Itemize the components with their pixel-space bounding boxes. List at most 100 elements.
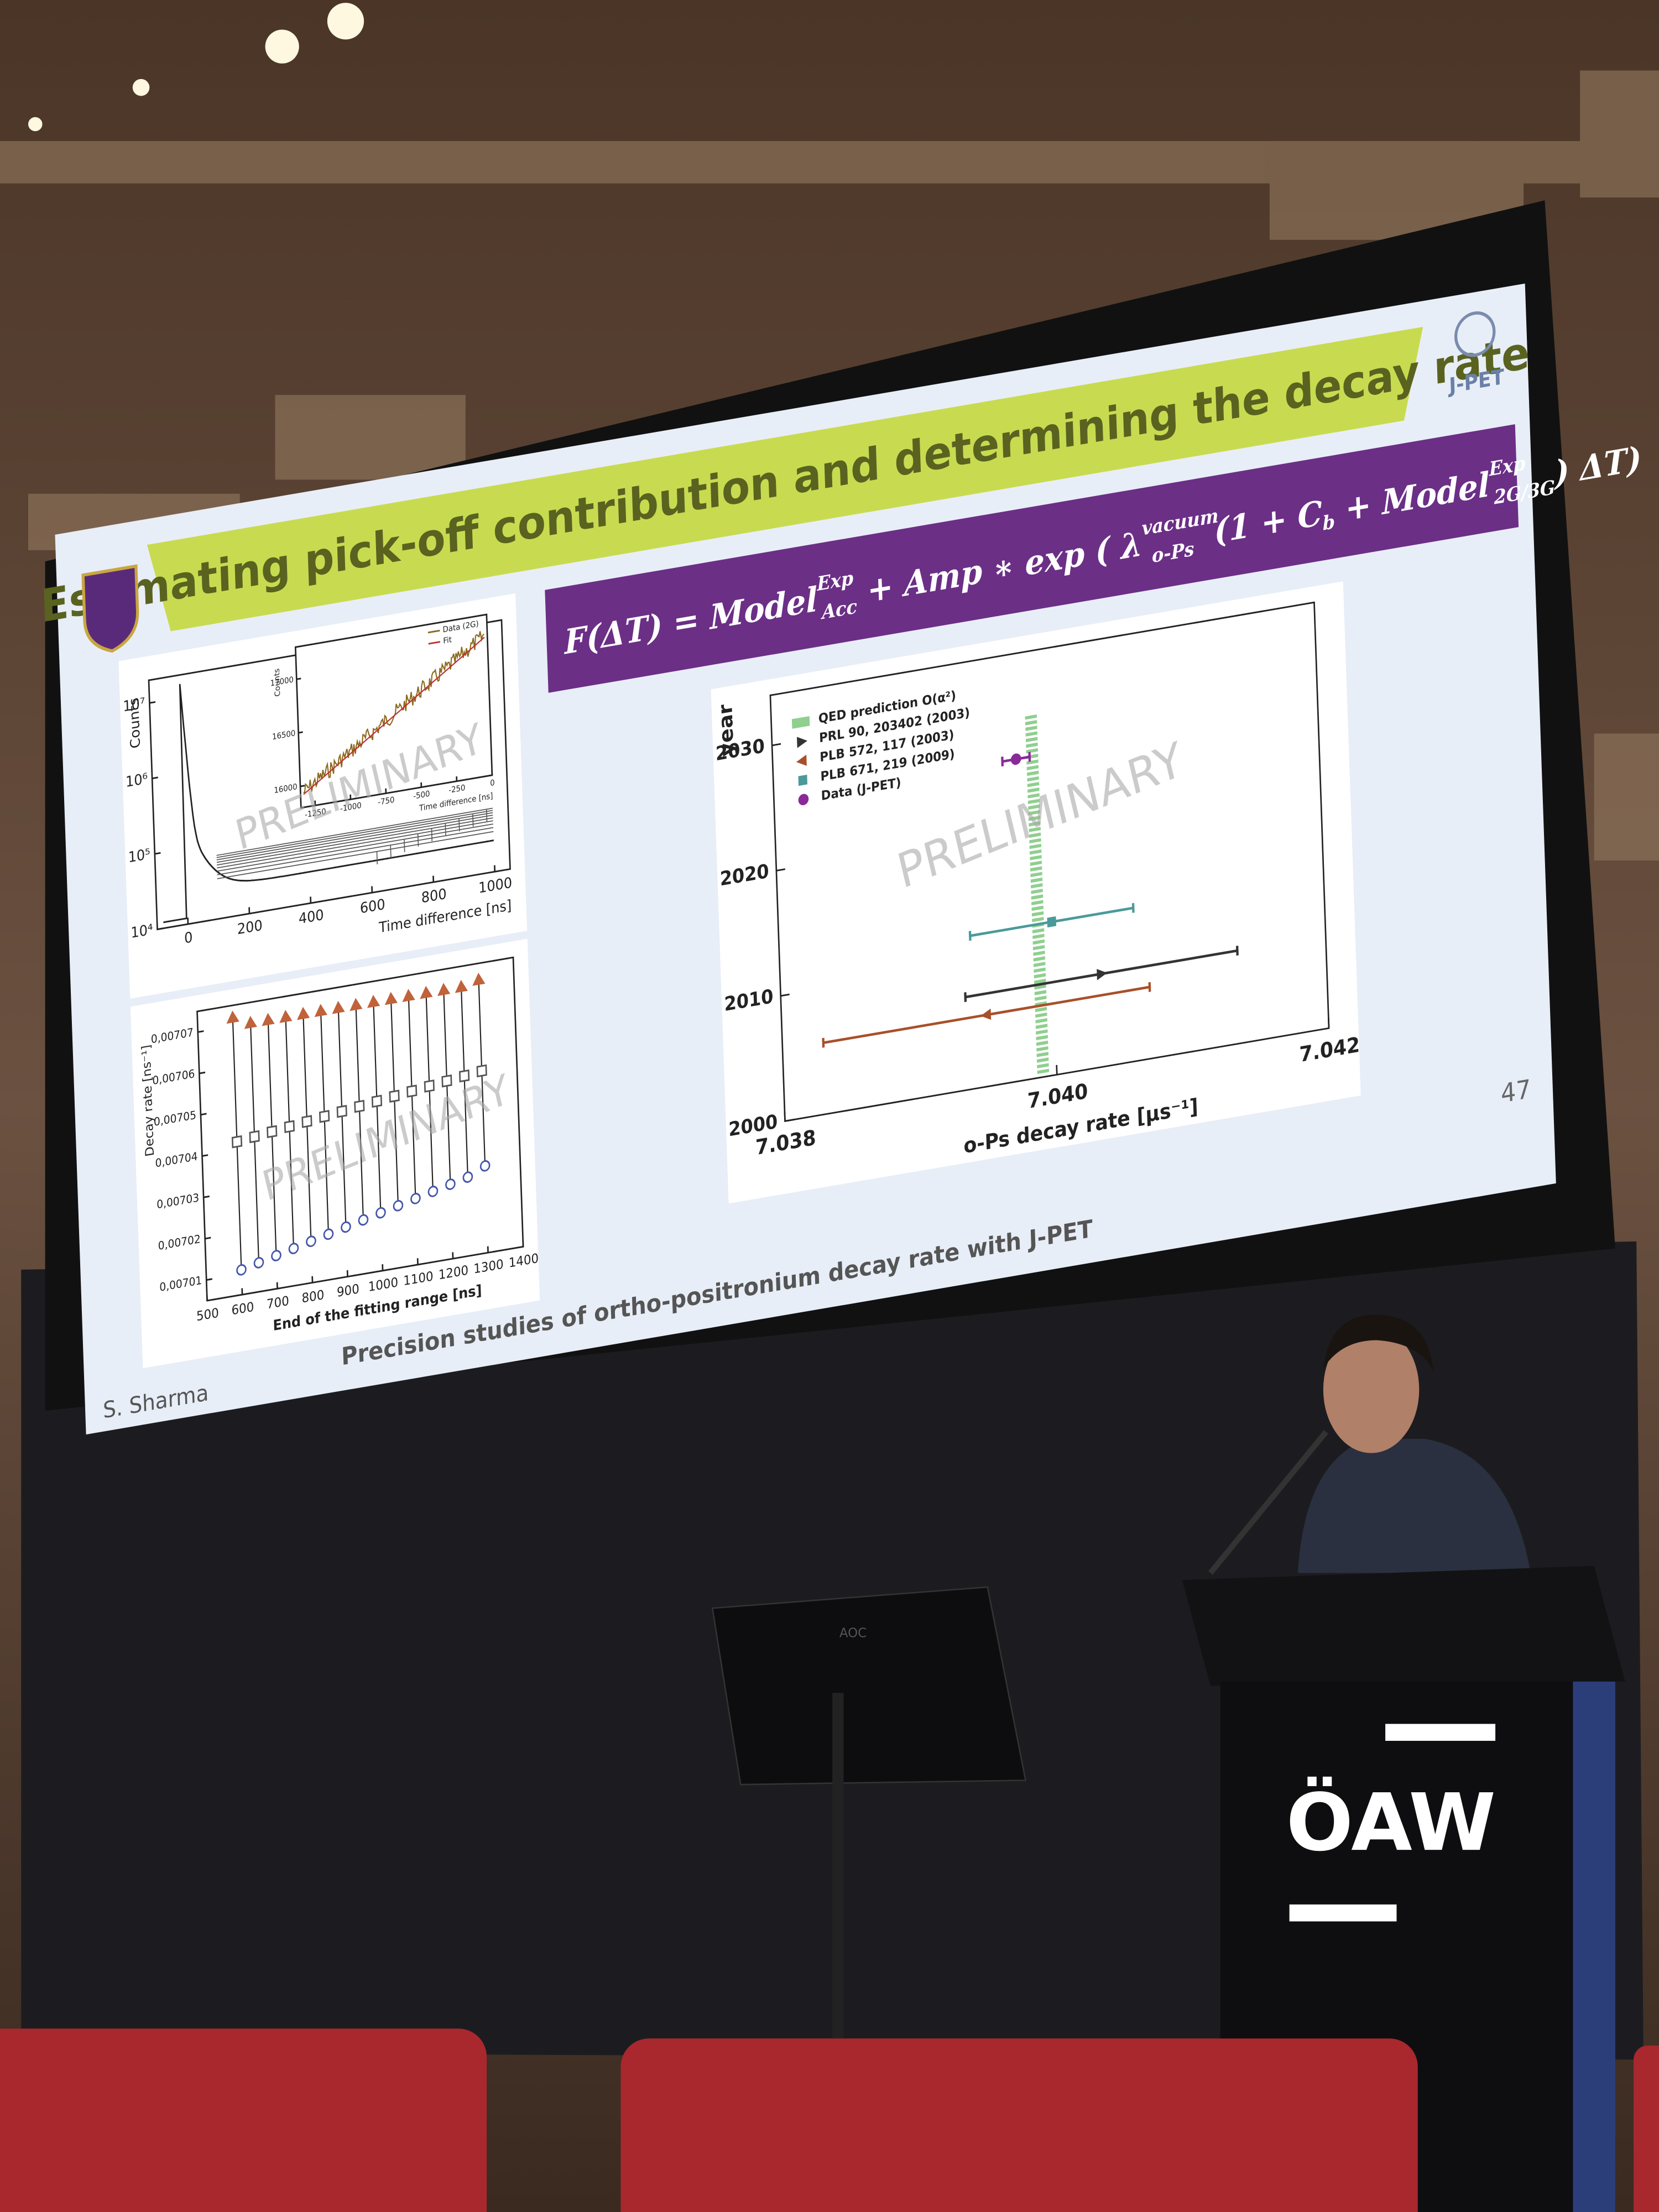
fit-range-line bbox=[217, 831, 494, 879]
monitor-back bbox=[711, 1586, 1027, 1786]
error-cap bbox=[1001, 756, 1004, 767]
rate-marker bbox=[462, 1171, 473, 1183]
qed-band bbox=[1025, 714, 1050, 1075]
plot-frame bbox=[769, 601, 1330, 1123]
page-number: 47 bbox=[1500, 1073, 1531, 1109]
speaker-hair bbox=[1323, 1314, 1433, 1371]
chair bbox=[1634, 2045, 1659, 2212]
rate-marker bbox=[323, 1228, 334, 1240]
rate-marker bbox=[253, 1257, 264, 1269]
error-cap bbox=[968, 931, 972, 941]
y-tick bbox=[204, 1195, 210, 1198]
formula-part: C bbox=[1297, 493, 1323, 536]
rate-marker bbox=[244, 1016, 257, 1029]
legend-swatch bbox=[796, 754, 807, 766]
rate-marker bbox=[472, 973, 486, 986]
chairs bbox=[0, 2028, 1659, 2212]
inset-x-tick-label: -1000 bbox=[340, 801, 362, 813]
rate-marker bbox=[284, 1120, 295, 1133]
inset-y-tick bbox=[298, 731, 303, 734]
monitor-stand bbox=[832, 1693, 844, 2046]
y-tick bbox=[157, 927, 164, 930]
x-tick-label: 0 bbox=[184, 928, 193, 947]
legend-label: Fit bbox=[443, 635, 452, 646]
y-tick bbox=[776, 868, 785, 872]
rate-marker bbox=[236, 1264, 247, 1276]
rate-marker bbox=[393, 1199, 404, 1212]
formula-box bbox=[545, 424, 1519, 693]
y-tick bbox=[206, 1278, 212, 1281]
y-tick-label: 10⁴ bbox=[131, 921, 153, 941]
legend-swatch bbox=[798, 774, 808, 786]
range-line bbox=[408, 996, 416, 1199]
x-tick bbox=[1328, 1018, 1330, 1029]
light bbox=[327, 3, 364, 40]
fit-range-arrow bbox=[431, 828, 433, 842]
fit-range-line bbox=[217, 817, 493, 866]
rate-marker bbox=[358, 1214, 369, 1226]
inset-y-label: Counts bbox=[273, 668, 282, 697]
speaker-body bbox=[1297, 1439, 1531, 1573]
inset-y-tick-label: 16000 bbox=[274, 782, 298, 796]
rate-marker bbox=[458, 1069, 470, 1083]
rate-marker bbox=[375, 1207, 386, 1219]
decay-curve bbox=[163, 684, 494, 924]
pillar bbox=[1594, 733, 1659, 861]
y-tick bbox=[197, 1030, 204, 1033]
fit-range-line bbox=[217, 820, 493, 869]
fit-range-arrow bbox=[458, 818, 460, 832]
inset-y-tick-label: 17000 bbox=[270, 675, 294, 688]
ceiling-lights bbox=[28, 3, 364, 132]
legend-swatch bbox=[798, 794, 809, 806]
fit-range-arrow bbox=[390, 845, 392, 858]
title-banner bbox=[147, 327, 1423, 632]
y-tick-label: 10⁶ bbox=[126, 770, 148, 790]
rate-marker bbox=[249, 1130, 260, 1144]
error-cap bbox=[1028, 752, 1031, 762]
rate-marker bbox=[441, 1074, 452, 1088]
history-marker bbox=[980, 1008, 992, 1020]
error-cap bbox=[964, 992, 967, 1003]
podium-bar bbox=[1289, 1904, 1397, 1922]
y-tick-label: 10⁵ bbox=[128, 846, 150, 866]
inset-data bbox=[303, 631, 484, 794]
capital bbox=[275, 395, 466, 480]
capital bbox=[1580, 70, 1659, 198]
rate-marker bbox=[420, 985, 433, 999]
podium-bar bbox=[1385, 1724, 1496, 1741]
rate-marker bbox=[354, 1099, 365, 1113]
fit-range-line bbox=[217, 827, 494, 875]
range-line bbox=[337, 1008, 347, 1228]
y-tick bbox=[152, 776, 158, 780]
y-tick bbox=[780, 993, 790, 997]
fit-range-line bbox=[216, 810, 493, 858]
inset-x-tick-label: -500 bbox=[413, 789, 430, 801]
speaker bbox=[1208, 1314, 1531, 1575]
rate-marker bbox=[231, 1135, 243, 1149]
rate-marker bbox=[319, 1110, 330, 1123]
range-line bbox=[425, 993, 434, 1192]
rate-marker bbox=[455, 979, 468, 993]
rate-marker bbox=[424, 1079, 435, 1093]
range-line bbox=[355, 1005, 364, 1220]
legend-swatch bbox=[428, 641, 441, 645]
fit-range-arrow bbox=[404, 839, 405, 852]
range-line bbox=[285, 1017, 295, 1249]
history-marker bbox=[1047, 916, 1057, 928]
rate-marker bbox=[427, 1186, 439, 1197]
crest bbox=[81, 564, 139, 653]
inset-x-tick-label: 0 bbox=[490, 778, 495, 788]
microphone bbox=[1208, 1430, 1328, 1575]
range-line bbox=[460, 987, 468, 1177]
light bbox=[265, 29, 299, 64]
rate-marker bbox=[288, 1243, 299, 1254]
rate-marker bbox=[226, 1010, 239, 1024]
legend-swatch bbox=[791, 716, 810, 729]
podium-logo: ÖAW bbox=[1286, 1776, 1496, 1869]
rate-marker bbox=[262, 1013, 275, 1026]
inset-x-tick-label: -1250 bbox=[305, 807, 326, 820]
error-cap bbox=[1236, 945, 1239, 956]
fit-range-arrow bbox=[417, 833, 419, 847]
